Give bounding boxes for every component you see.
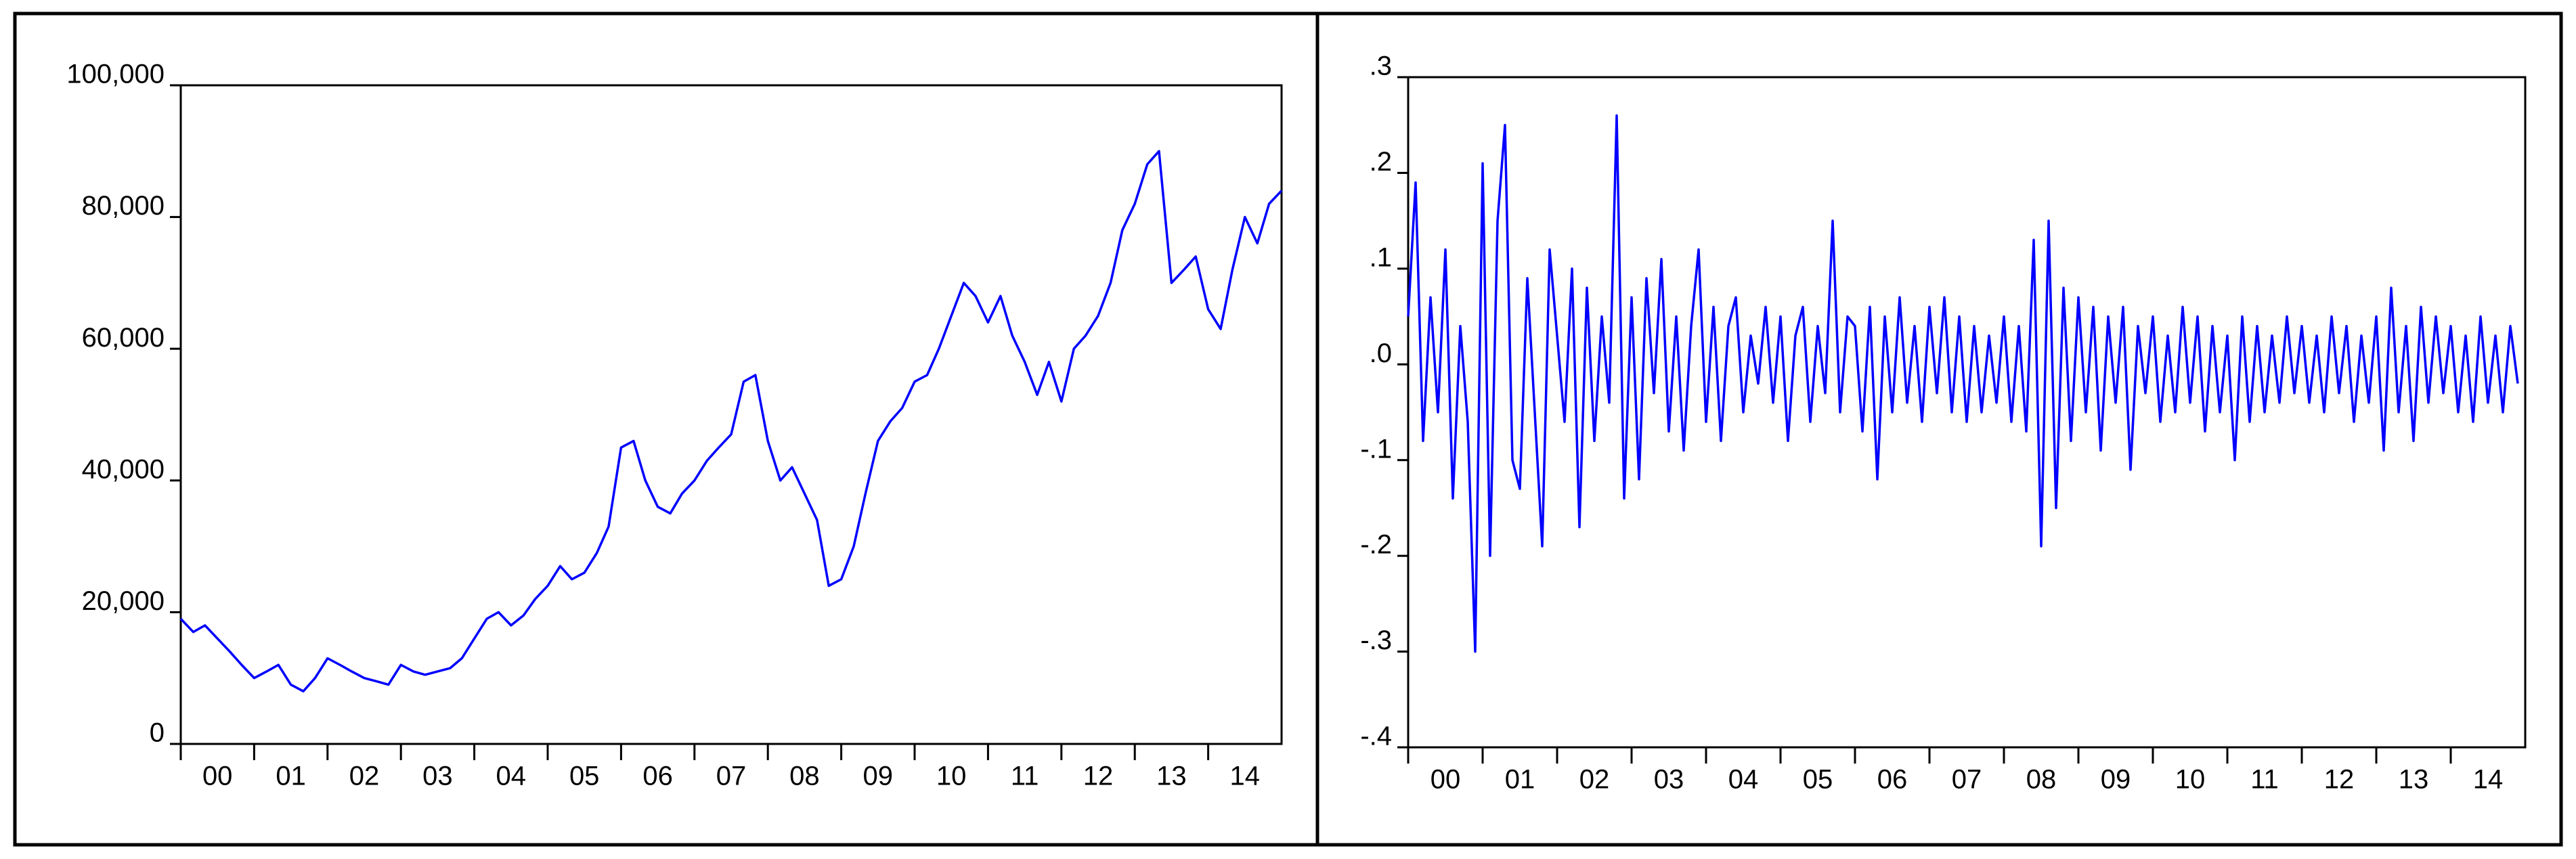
x-tick-label: 13 (2399, 765, 2429, 795)
series-line (1407, 114, 2519, 653)
y-tick-label: -.3 (1360, 625, 1392, 655)
x-tick-label: 07 (1952, 765, 1982, 795)
y-tick-label: 0 (150, 718, 165, 748)
x-tick-label: 08 (2026, 765, 2057, 795)
x-tick-label: 03 (1654, 765, 1684, 795)
x-tick-label: 13 (1156, 762, 1187, 791)
y-tick-label: .2 (1370, 147, 1392, 177)
x-tick-label: 00 (1431, 765, 1461, 795)
y-tick-label: 100,000 (66, 60, 165, 89)
x-tick-label: 09 (863, 762, 894, 791)
x-tick-label: 11 (2250, 765, 2279, 795)
y-tick-label: 40,000 (82, 454, 165, 484)
x-tick-label: 04 (496, 762, 527, 791)
x-tick-label: 10 (2175, 765, 2206, 795)
x-tick-label: 09 (2101, 765, 2131, 795)
series-line (179, 150, 1283, 692)
x-tick-label: 00 (202, 762, 233, 791)
y-tick-label: 20,000 (82, 586, 165, 616)
x-tick-label: 12 (1083, 762, 1114, 791)
frame (13, 12, 2563, 847)
x-tick-label: 06 (1877, 765, 1908, 795)
x-tick-label: 07 (716, 762, 747, 791)
x-tick-label: 10 (936, 762, 967, 791)
x-tick-label: 05 (1803, 765, 1833, 795)
x-tick-label: 02 (1579, 765, 1610, 795)
x-tick-label: 01 (1505, 765, 1535, 795)
x-tick-label: 11 (1011, 762, 1039, 791)
x-tick-label: 14 (1230, 762, 1261, 791)
y-tick-label: .1 (1370, 242, 1392, 272)
y-tick-label: 60,000 (82, 323, 165, 353)
y-tick-label: .0 (1370, 338, 1392, 368)
x-tick-label: 05 (569, 762, 600, 791)
x-tick-label: 01 (276, 762, 306, 791)
plot-area (1407, 76, 2527, 749)
y-tick-label: .3 (1370, 51, 1392, 81)
x-tick-label: 08 (789, 762, 820, 791)
x-tick-label: 12 (2324, 765, 2355, 795)
x-tick-label: 04 (1728, 765, 1759, 795)
y-tick-label: 80,000 (82, 191, 165, 221)
y-tick-label: -.4 (1360, 722, 1392, 751)
y-tick-label: -.2 (1360, 530, 1392, 560)
y-tick-label: -.1 (1360, 434, 1392, 464)
x-tick-label: 06 (642, 762, 673, 791)
x-tick-label: 02 (349, 762, 380, 791)
x-tick-label: 14 (2473, 765, 2504, 795)
plot-area (179, 84, 1283, 745)
x-tick-label: 03 (422, 762, 453, 791)
